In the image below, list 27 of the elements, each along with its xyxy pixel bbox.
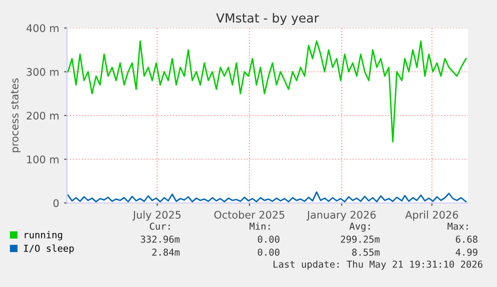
- text: 332.96m: [140, 236, 180, 243]
- y-tick-label: 100 m: [27, 155, 58, 164]
- text: 299.25m: [340, 236, 380, 243]
- text: 8.55m: [352, 248, 380, 256]
- y-tick-label: 400 m: [26, 24, 58, 32]
- x-tick-label: October 2025: [214, 210, 284, 219]
- text: Max:: [448, 222, 468, 230]
- text: Last update: Thu May 21 19:31:10 2026: [274, 260, 482, 270]
- legend-label: running: [24, 231, 62, 240]
- text: Min:: [250, 222, 270, 230]
- y-axis-title: process states: [10, 78, 20, 152]
- chart-title: VMstat - by year: [216, 12, 319, 26]
- y-tick-label: 300 m: [26, 68, 58, 76]
- y-tick-label: 200 m: [26, 112, 58, 120]
- text: 0.00: [258, 248, 280, 256]
- x-tick-label: July 2025: [132, 210, 181, 221]
- x-tick-label: January 2026: [306, 210, 376, 221]
- line-series: [67, 40, 467, 142]
- y-tick-label: 0: [53, 199, 59, 208]
- legend-label: I/O sleep: [24, 244, 74, 254]
- text: 4.99: [456, 248, 478, 256]
- text: 2.84m: [152, 248, 180, 256]
- x-tick-label: April 2026: [405, 210, 458, 221]
- text: 6.68: [456, 236, 478, 243]
- text: 0.00: [258, 236, 280, 243]
- text: Avg:: [349, 222, 370, 232]
- text: Cur:: [150, 222, 170, 230]
